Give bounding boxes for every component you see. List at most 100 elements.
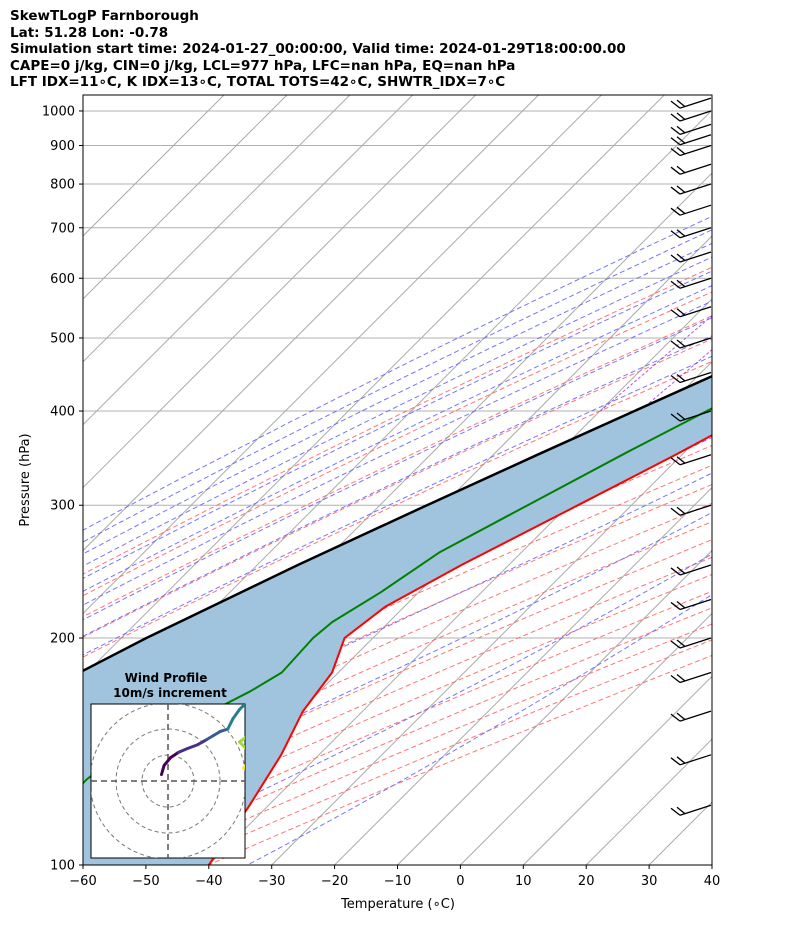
y-tick-label: 800 (50, 178, 75, 193)
wind-barb (670, 134, 712, 146)
wind-barb (670, 251, 712, 263)
wind-barb (670, 277, 712, 289)
wind-barb (670, 227, 712, 239)
hodograph-segment (169, 750, 180, 760)
dry-adiabat (83, 539, 712, 817)
isotherm-line (460, 612, 712, 865)
parcel-line (83, 374, 712, 673)
wind-barb-flag (670, 166, 681, 175)
wind-barb-staff (679, 227, 712, 239)
wind-barb-staff (679, 144, 712, 157)
wind-barb-flag (670, 457, 681, 466)
wind-barb-staff (679, 183, 712, 195)
wind-barb-staff (679, 371, 712, 384)
dry-adiabat (83, 521, 712, 801)
isotherm-line (83, 95, 225, 237)
isotherm-line (334, 486, 712, 865)
x-tick-label: −50 (132, 874, 159, 889)
wind-barb-staff (679, 306, 712, 318)
hodograph-segment (176, 747, 189, 754)
isotherm-line (522, 675, 712, 865)
x-tick-label: −40 (195, 874, 222, 889)
wind-barb-flag (676, 712, 686, 721)
temperature-line (207, 434, 712, 865)
x-tick-label: 10 (515, 874, 532, 889)
hodograph-segment (160, 763, 166, 776)
x-tick-label: −10 (384, 874, 411, 889)
wind-barb (670, 410, 712, 422)
wind-barb (670, 598, 712, 611)
isotherm-line (711, 864, 712, 865)
wind-barb-flag (670, 100, 681, 109)
wind-barb (670, 754, 712, 766)
dry-adiabat (83, 266, 712, 575)
y-axis-label: Pressure (hPa) (18, 433, 33, 526)
isotherm-line (83, 95, 288, 300)
wind-barb-flag (676, 600, 686, 609)
wind-barb-flag (670, 147, 681, 156)
wind-barb (670, 564, 712, 576)
y-axis: 100 200 300 400 500 600 700 800 900 1000 (42, 104, 83, 874)
y-tick-label: 600 (50, 272, 75, 287)
x-axis-label: Temperature (∘C) (340, 897, 455, 912)
wind-barb-flag (676, 99, 686, 108)
wind-barb-flag (676, 125, 686, 134)
wind-barb-flag (670, 309, 681, 318)
x-tick-label: −20 (321, 874, 348, 889)
y-tick-label: 700 (50, 221, 75, 236)
wind-barb-flag (670, 230, 681, 239)
isotherm-line (648, 801, 712, 865)
dry-adiabat (83, 291, 712, 597)
wind-barb-flag (670, 567, 681, 576)
wind-barb (670, 123, 712, 135)
wind-barb-flag (676, 506, 686, 515)
y-tick-label: 400 (50, 405, 75, 420)
hodograph-segment (196, 737, 209, 747)
wind-barb-staff (679, 710, 712, 722)
x-axis: −60 −50 −40 −30 −20 −10 0 10 20 30 40 (69, 865, 720, 889)
hodograph-segment (238, 740, 245, 750)
wind-barb-flag (676, 373, 686, 382)
wind-barb-flag (670, 280, 681, 289)
wind-barb (670, 671, 712, 684)
wind-barb-staff (679, 454, 712, 466)
wind-barb-staff (679, 410, 712, 422)
wind-barb (670, 110, 712, 122)
index-text: LFT IDX=11∘C, K IDX=13∘C, TOTAL TOTS=42∘… (10, 74, 506, 91)
wind-barb-staff (679, 598, 712, 611)
wind-barb-flag (670, 601, 681, 610)
wind-barb (670, 371, 712, 384)
wind-barb (670, 637, 712, 649)
wind-barb-flag (676, 206, 686, 215)
wind-barb-flag (676, 806, 686, 815)
wind-barb-flag (670, 137, 681, 146)
hodograph-segment (226, 717, 235, 731)
dry-adiabat (83, 338, 712, 638)
wind-barb-flag (676, 308, 686, 316)
wind-barb-staff (679, 97, 712, 109)
mixing-ratio-line (639, 349, 712, 412)
dry-adiabat (83, 483, 712, 768)
isotherm-line (83, 95, 539, 552)
x-tick-label: 40 (704, 874, 721, 889)
moist-adiabat (83, 229, 712, 543)
wind-barb-staff (679, 671, 712, 684)
wind-barb-flag (676, 165, 686, 174)
y-tick-label: 500 (50, 331, 75, 346)
y-tick-label: 900 (50, 139, 75, 154)
wind-barb-flag (676, 229, 686, 237)
moist-adiabat (83, 285, 712, 592)
wind-barb (670, 97, 712, 109)
wind-barb-flag (670, 413, 681, 422)
y-tick-label: 200 (50, 632, 75, 647)
moist-adiabat (83, 472, 712, 771)
wind-barb-flag (670, 186, 681, 195)
moist-adiabat (83, 242, 712, 555)
isotherm-line (83, 95, 476, 489)
wind-barb-flag (670, 640, 681, 649)
wind-barb-staff (679, 123, 712, 135)
x-tick-label: 0 (456, 874, 464, 889)
isotherm-line (83, 95, 351, 363)
wind-barb-flag (670, 126, 681, 135)
wind-barb-flag (676, 136, 686, 144)
